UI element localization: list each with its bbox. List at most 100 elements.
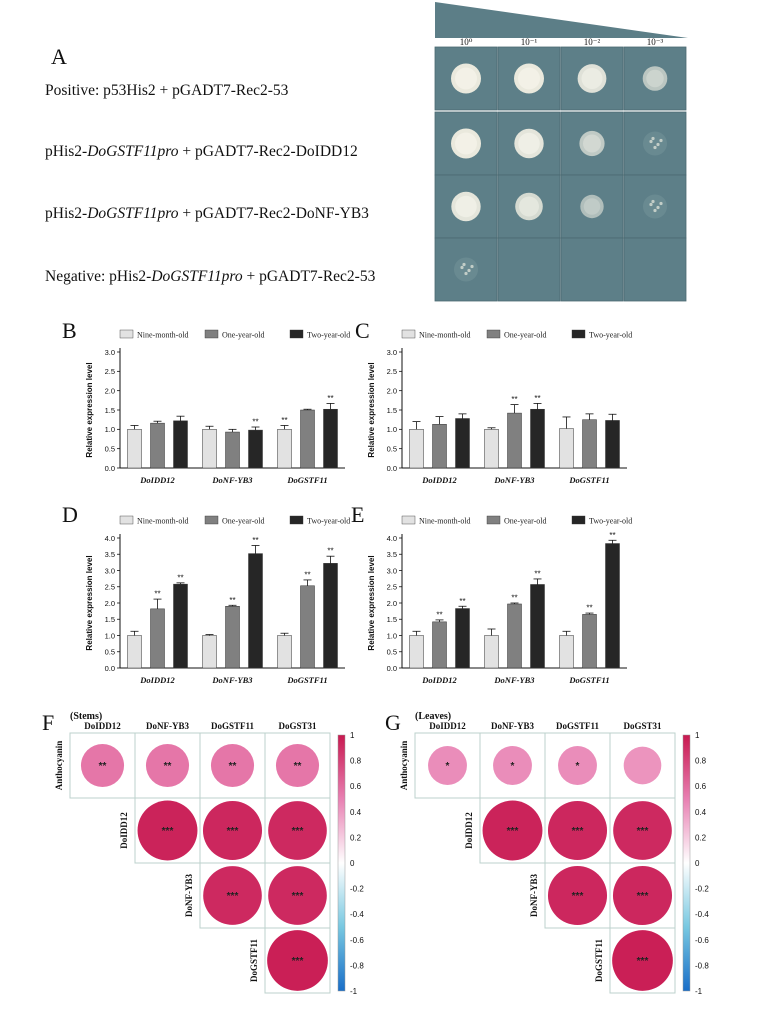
bar [300, 409, 315, 469]
colorbar-tick-label: -0.6 [350, 936, 364, 945]
significance-mark: ** [164, 761, 172, 772]
yeast-microcolony [649, 139, 653, 144]
panel-f-label: F [42, 710, 55, 735]
significance-mark: ** [252, 536, 258, 545]
significance-mark: *** [292, 826, 304, 837]
yeast-microcolony [467, 268, 471, 273]
x-category-label: DoIDD12 [139, 675, 175, 685]
construct-text: DoGSTF11pro [87, 205, 179, 222]
colorbar-tick-label: -1 [695, 987, 703, 996]
legend-swatch [486, 329, 501, 339]
bar [202, 635, 217, 669]
row-label: Anthocyanin [399, 741, 409, 791]
plate-spot-cell [623, 237, 687, 302]
significance-mark: * [446, 761, 450, 772]
colorbar-tick-label: -0.4 [695, 910, 709, 919]
correlation-circle [493, 746, 532, 785]
bar [432, 621, 447, 669]
colorbar-tick-label: 0.2 [350, 833, 362, 842]
y-tick-label: 2.5 [105, 583, 115, 592]
yeast-colony-core [581, 68, 603, 89]
yeast-colony-core [519, 196, 539, 217]
dilution-gradient-triangle [435, 2, 688, 38]
yeast-microcolony [653, 208, 657, 213]
y-tick-label: 2.0 [387, 599, 397, 608]
x-category-label: DoGSTF11 [568, 675, 609, 685]
correlation-circle [612, 930, 673, 991]
yeast-microcolony [470, 264, 474, 269]
significance-mark: *** [162, 826, 174, 837]
yeast-colony-core [455, 195, 477, 218]
y-tick-label: 0.5 [105, 444, 115, 453]
column-label: DoGSTF11 [211, 721, 255, 731]
significance-mark: * [576, 761, 580, 772]
construct-text: Negative: pHis2- [45, 268, 152, 285]
correlation-plot-f: (Stems)DoIDD12 DoNF-YB3 DoGSTF11 DoGST31Ant… [54, 711, 364, 996]
y-axis-label: Relative expression level [85, 362, 94, 457]
bar [507, 603, 522, 669]
plate-spot-cell [434, 237, 498, 302]
y-tick-label: 0.5 [387, 648, 397, 657]
construct-row-3: pHis2-DoGSTF11pro + pGADT7-Rec2-DoNF-YB3 [45, 205, 369, 223]
column-label: DoNF-YB3 [146, 721, 189, 731]
y-tick-label: 0.5 [387, 444, 397, 453]
panel-d-label: D [62, 502, 78, 527]
construct-text: + pGADT7-Rec2-DoIDD12 [178, 143, 358, 160]
significance-mark: ** [511, 594, 517, 603]
bar [150, 608, 165, 669]
dilution-label: 10⁻³ [647, 37, 664, 47]
correlation-circle [145, 743, 190, 788]
correlation-title: (Stems) [70, 711, 102, 722]
construct-text: + pGADT7-Rec2-53 [242, 268, 376, 285]
significance-mark: ** [229, 596, 235, 605]
significance-mark: ** [459, 597, 465, 606]
bar-chart-d: Nine-month-old One-year-old Two-year-old 0.… [85, 515, 350, 685]
faint-spot [454, 257, 478, 282]
legend-swatch [119, 515, 134, 525]
significance-mark: *** [572, 891, 584, 902]
colorbar-tick-label: -0.8 [695, 961, 709, 970]
correlation-title: (Leaves) [415, 711, 451, 722]
colorbar-tick-label: -0.8 [350, 961, 364, 970]
yeast-microcolony [460, 265, 464, 270]
legend-swatch [289, 329, 304, 339]
y-tick-label: 3.0 [105, 348, 115, 357]
significance-mark: ** [609, 531, 615, 540]
significance-mark: ** [511, 395, 517, 404]
x-category-label: DoIDD12 [421, 475, 457, 485]
bar [455, 418, 470, 469]
bar [173, 420, 188, 469]
column-label: DoIDD12 [84, 721, 121, 731]
colorbar-tick-label: 0.8 [350, 757, 362, 766]
row-label: DoGSTF11 [249, 938, 259, 982]
correlation-circle [80, 743, 125, 788]
legend-label: Two-year-old [307, 331, 350, 340]
construct-text: pHis2- [45, 143, 88, 160]
bar [225, 606, 240, 669]
plate-spot-cell [623, 111, 687, 176]
legend-label: Nine-month-old [419, 331, 471, 340]
correlation-circle [203, 866, 262, 925]
bar [248, 553, 263, 669]
construct-text: Positive: p53His2 + pGADT7-Rec2-53 [45, 82, 289, 99]
dilution-label: 10⁰ [460, 37, 473, 47]
correlation-circle [482, 800, 543, 861]
y-tick-label: 1.0 [105, 425, 115, 434]
bar [150, 422, 165, 469]
bar [323, 408, 338, 469]
colorbar-tick-label: 0.2 [695, 833, 707, 842]
yeast-colony-core [518, 67, 540, 90]
colorbar-tick-label: 0.6 [350, 782, 362, 791]
dilution-label: 10⁻² [584, 37, 601, 47]
correlation-circle [210, 743, 255, 788]
faint-spot [643, 194, 667, 219]
y-tick-label: 3.0 [387, 566, 397, 575]
yeast-colony [515, 192, 543, 221]
colorbar-tick-label: 0.6 [695, 782, 707, 791]
yeast-colony [580, 194, 604, 219]
construct-text: DoGSTF11pro [151, 268, 243, 285]
panel-g-label: G [385, 710, 401, 735]
bar [484, 429, 499, 469]
column-label: DoGST31 [623, 721, 662, 731]
legend-swatch [571, 329, 586, 339]
